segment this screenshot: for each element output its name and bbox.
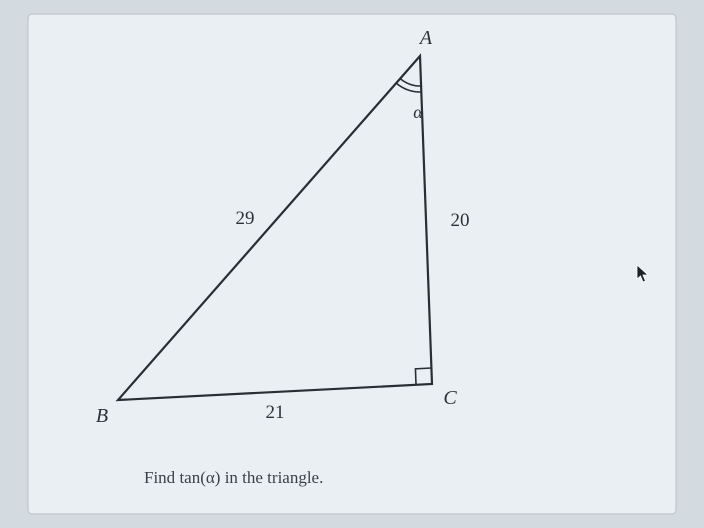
page: A B Cα 29 20 21 Find tan(α) in the triangle.	[0, 0, 704, 528]
side-label-ab: 29	[236, 208, 255, 229]
mouse-cursor-icon	[636, 264, 650, 284]
question-text: Find tan(α) in the triangle.	[144, 468, 323, 488]
question-fn: tan(α)	[179, 468, 220, 487]
question-suffix: in the triangle.	[220, 468, 323, 487]
side-label-bc: 21	[266, 402, 285, 423]
diagram-svg: A B Cα 29 20 21	[0, 0, 704, 528]
question-prefix: Find	[144, 468, 179, 487]
vertex-label-b: B	[96, 405, 108, 427]
angle-label-alpha: α	[413, 102, 423, 122]
side-label-ac: 20	[451, 210, 470, 231]
vertex-label-a: A	[418, 27, 433, 49]
vertex-label-c: C	[443, 387, 457, 409]
